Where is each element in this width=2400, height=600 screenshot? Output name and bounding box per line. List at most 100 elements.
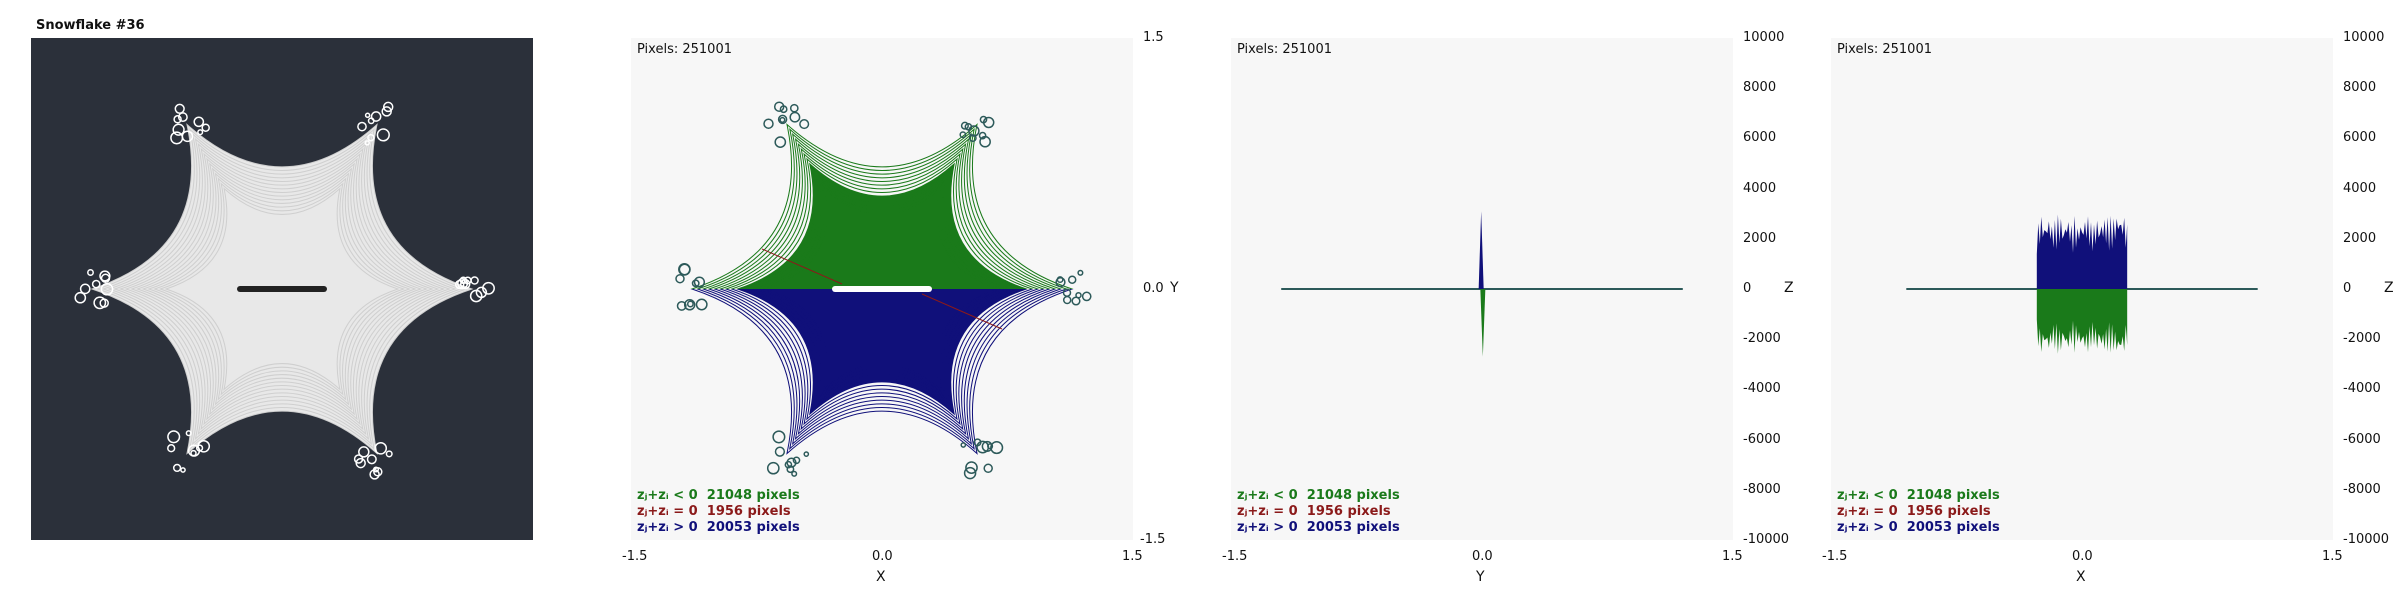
xz-yticks-tick: 4000 [2343,181,2376,196]
xz-yticks-tick: -2000 [2343,331,2381,346]
snowflake-arm-curl [174,465,181,472]
xz-yticks-tick: 8000 [2343,80,2376,95]
snowflake-arm-curl [375,443,386,454]
xy-xlabel: X [876,569,886,585]
yz-yticks-tick: -6000 [1743,432,1781,447]
snowflake-arm-curl [81,284,90,293]
xy-legend-neg: zⱼ+zᵢ < 0 21048 pixels [637,488,800,504]
yz-yticks-tick: -10000 [1743,532,1789,547]
snowflake-arm-curl [168,445,175,452]
xy-xtick-mid: 0.0 [872,549,893,564]
snowflake-arm-curl [173,124,184,135]
xz-legend-neg: zⱼ+zᵢ < 0 21048 pixels [1837,488,2000,504]
snowflake-arm-curl [368,455,377,464]
xy-arm-curl [676,275,684,283]
xy-arm-curl [764,119,773,128]
xy-xtick-right: 1.5 [1122,549,1143,564]
yz-ylabel: Z [1784,280,1794,296]
yz-plot-area [1231,38,1733,540]
xz-ylabel: Z [2384,280,2394,296]
xy-arm-curl [1069,276,1076,283]
yz-legend-neg: zⱼ+zᵢ < 0 21048 pixels [1237,488,1400,504]
snowflake-arm-curl [377,129,389,141]
xz-legend-pos: zⱼ+zᵢ > 0 20053 pixels [1837,520,2000,536]
yz-yticks-tick: 4000 [1743,181,1776,196]
xy-arm-curl [790,113,799,122]
snowflake-arm-curl [186,431,191,436]
snowflake-render [31,38,533,540]
xz-xtick-left: -1.5 [1822,549,1847,564]
page-title: Snowflake #36 [36,18,145,33]
snowflake-arm-curl [181,468,185,472]
snowflake-arm-curl [471,277,478,284]
snowflake-arm-curl [88,270,93,275]
xy-pixels-label: Pixels: 251001 [637,42,732,57]
yz-legend-pos: zⱼ+zᵢ > 0 20053 pixels [1237,520,1400,536]
xz-yticks-tick: 10000 [2343,30,2384,45]
xy-arm-curl [679,264,690,275]
xy-arm-curl [961,443,965,447]
xy-ytick-bottom: -1.5 [1140,532,1165,547]
xz-xtick-right: 1.5 [2322,549,2343,564]
snowflake-arm-curl [359,447,369,457]
yz-pixels-label: Pixels: 251001 [1237,42,1332,57]
xy-plot-area [631,38,1133,540]
xy-legend: zⱼ+zᵢ < 0 21048 pixels zⱼ+zᵢ = 0 1956 pi… [637,488,800,536]
yz-yticks-tick: 8000 [1743,80,1776,95]
yz-yticks-tick: -4000 [1743,381,1781,396]
xy-arm-curl [1078,271,1083,276]
xz-yticks-tick: -10000 [2343,532,2389,547]
xz-yticks-tick: 2000 [2343,231,2376,246]
xz-xlabel: X [2076,569,2086,585]
xy-arm-curl [792,472,797,477]
xy-arm-curl [775,137,785,147]
yz-pos-spike [1479,211,1484,289]
xy-ylabel: Y [1170,280,1179,296]
yz-yticks-tick: -8000 [1743,482,1781,497]
xy-arm-curl [791,105,798,112]
xz-pos-band [2037,215,2127,290]
xz-yticks-tick: 6000 [2343,130,2376,145]
yz-neg-spike [1480,289,1485,357]
yz-yticks-tick: 6000 [1743,130,1776,145]
xy-arm-curl [776,447,785,456]
yz-xlabel: Y [1476,569,1485,585]
xy-arm-curl [780,118,785,123]
snowflake-arm-curl [202,124,209,131]
xy-arm-curl [1064,297,1071,304]
snowflake-arm-curl [358,123,366,131]
xz-yticks-tick: 0 [2343,281,2351,296]
xz-yticks-tick: -6000 [2343,432,2381,447]
xz-yticks-tick: -4000 [2343,381,2381,396]
snowflake-arm-curl [75,293,85,303]
xy-arm-curl [1083,292,1091,300]
xz-yticks-tick: -8000 [2343,482,2381,497]
snowflake-arm-curl [386,451,392,457]
xy-arm-curl [1072,297,1080,305]
snowflake-arm-curl [198,130,203,135]
yz-legend-zero: zⱼ+zᵢ = 0 1956 pixels [1237,504,1400,520]
xy-ytick-top: 1.5 [1143,30,1164,45]
xy-ytick-mid: 0.0 [1143,281,1164,296]
xy-core [832,286,932,292]
snowflake-arm-curl [93,281,100,288]
xz-xtick-mid: 0.0 [2072,549,2093,564]
yz-plot: Pixels: 251001 zⱼ+zᵢ < 0 21048 pixels zⱼ… [1231,38,1733,540]
xz-plot: Pixels: 251001 zⱼ+zᵢ < 0 21048 pixels zⱼ… [1831,38,2333,540]
xy-arm-curl [984,464,992,472]
xy-arm-curl [688,301,693,306]
xy-arm-curl [697,299,707,309]
snowflake-arm-curl [168,431,180,443]
yz-xtick-right: 1.5 [1722,549,1743,564]
snowflake-arm-curl [366,113,370,117]
yz-xtick-left: -1.5 [1222,549,1247,564]
xz-legend: zⱼ+zᵢ < 0 21048 pixels zⱼ+zᵢ = 0 1956 pi… [1837,488,2000,536]
xy-plot: Pixels: 251001 zⱼ+zᵢ < 0 21048 pixels zⱼ… [631,38,1133,540]
xy-arm-curl [804,452,808,456]
snowflake-arm-curl [175,104,184,113]
xy-arm-curl [800,120,809,129]
xz-plot-area [1831,38,2333,540]
snowflake-image [31,38,533,540]
yz-yticks-tick: 2000 [1743,231,1776,246]
xy-arm-curl [773,431,785,443]
